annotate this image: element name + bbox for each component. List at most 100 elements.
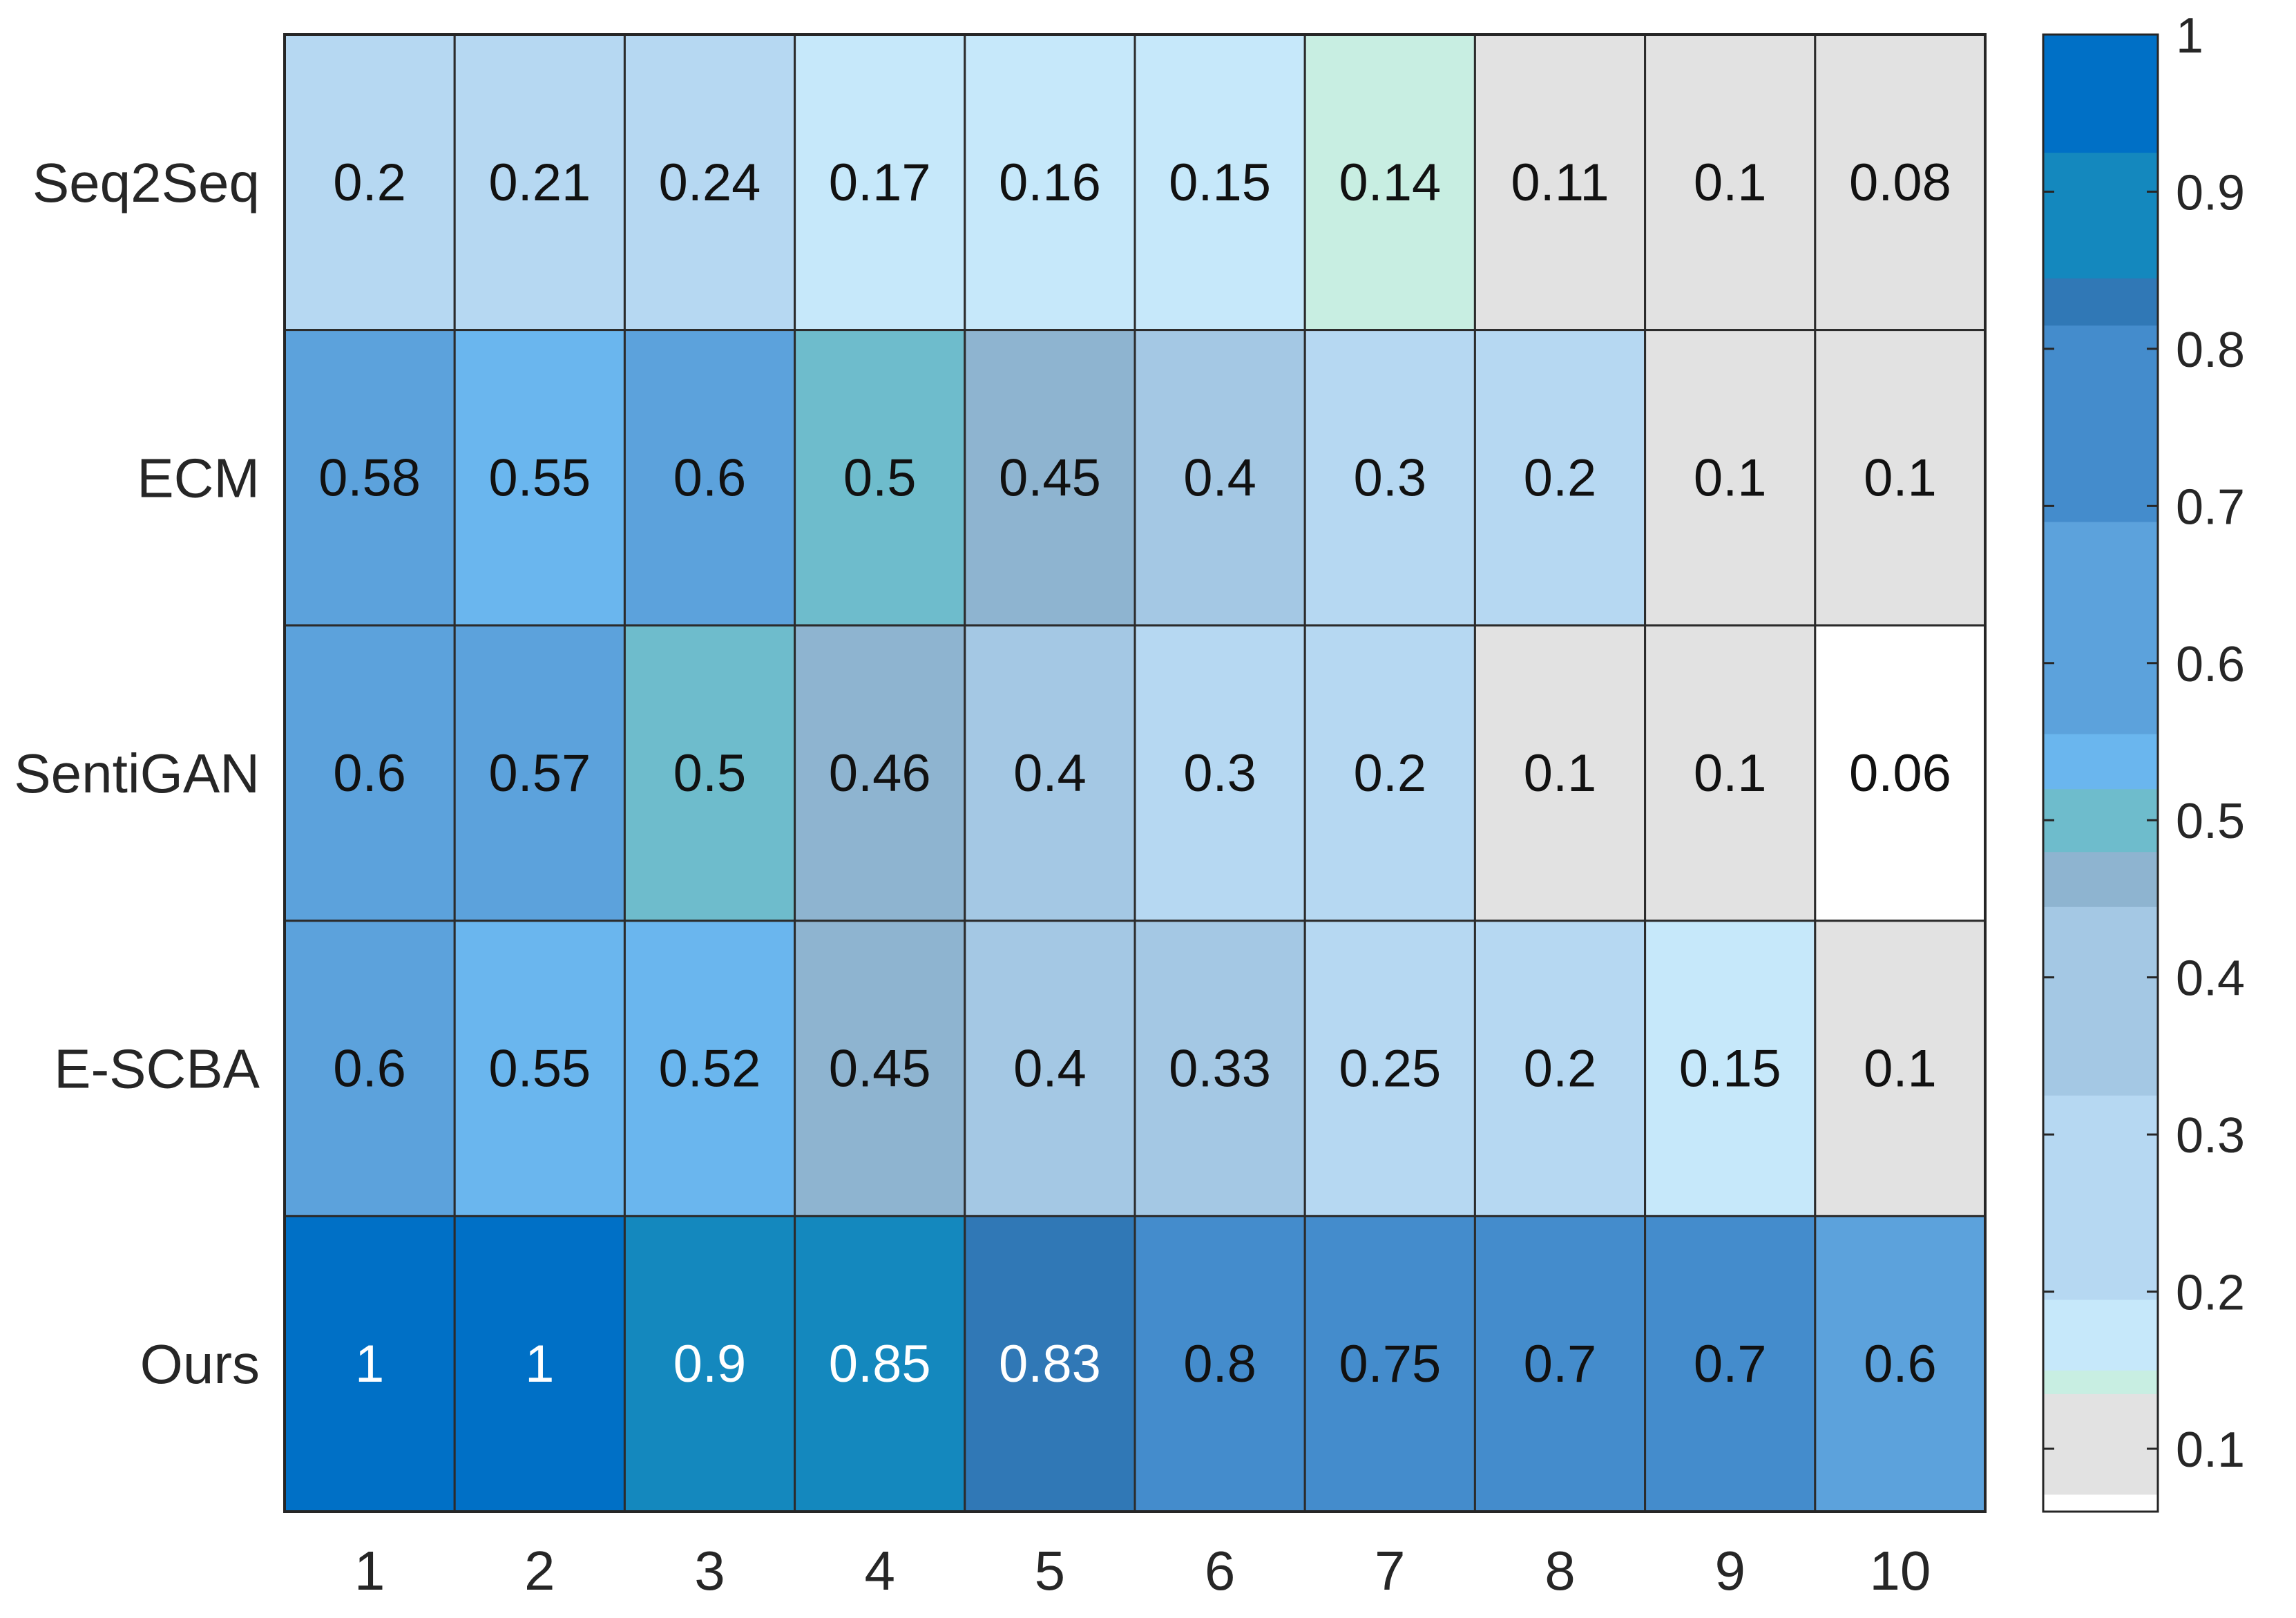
heatmap-cell bbox=[964, 624, 1136, 922]
colorbar-band bbox=[2043, 1494, 2158, 1512]
column-label: 4 bbox=[864, 1540, 895, 1601]
heatmap-cell bbox=[1133, 329, 1306, 627]
heatmap-cell-value: 0.15 bbox=[1169, 153, 1271, 212]
heatmap-cell-value: 0.5 bbox=[843, 448, 917, 507]
heatmap-cell-value: 0.45 bbox=[829, 1040, 931, 1098]
heatmap-cell bbox=[964, 920, 1136, 1217]
heatmap-cell bbox=[964, 329, 1136, 627]
heatmap-cell-value: 0.6 bbox=[333, 744, 406, 803]
row-label: SentiGAN bbox=[14, 743, 260, 804]
heatmap-cell-value: 0.4 bbox=[1183, 448, 1256, 507]
heatmap-cell bbox=[794, 33, 966, 332]
colorbar-tick-label: 0.7 bbox=[2176, 479, 2245, 535]
heatmap-cell-value: 0.6 bbox=[1864, 1335, 1937, 1393]
colorbar-tick-label: 0.9 bbox=[2176, 165, 2245, 220]
heatmap-cell-value: 0.83 bbox=[999, 1335, 1101, 1393]
colorbar-tick-label: 0.4 bbox=[2176, 951, 2245, 1007]
colorbar-band bbox=[2043, 788, 2158, 853]
heatmap-cell bbox=[1473, 1215, 1647, 1513]
heatmap-cell-value: 0.9 bbox=[673, 1335, 747, 1393]
heatmap-cell-value: 0.85 bbox=[829, 1335, 931, 1393]
colorbar-tick-label: 0.1 bbox=[2176, 1422, 2245, 1478]
plot-frame bbox=[283, 33, 1987, 1513]
colorbar-band bbox=[2043, 1299, 2158, 1371]
heatmap-cell bbox=[1473, 33, 1647, 332]
heatmap-cell-value: 0.2 bbox=[1524, 448, 1597, 507]
heatmap-cell bbox=[283, 920, 456, 1217]
heatmap-cell-value: 0.7 bbox=[1524, 1335, 1597, 1393]
heatmap-cell-labels: 0.2 0.21 0.24 0.17 0.16 0.15 0.14 0.11 0.1 0.080.… bbox=[318, 153, 1951, 1393]
heatmap-cell-value: 0.7 bbox=[1694, 1335, 1767, 1393]
column-label: 8 bbox=[1544, 1540, 1576, 1601]
colorbar-band bbox=[2043, 35, 2158, 153]
heatmap-cell-value: 0.06 bbox=[1849, 744, 1951, 803]
heatmap-cell bbox=[1473, 624, 1647, 922]
column-label: 1 bbox=[354, 1540, 385, 1601]
heatmap-cell-value: 0.2 bbox=[1353, 744, 1426, 803]
heatmap-cell-value: 0.16 bbox=[999, 153, 1101, 212]
heatmap-cell-value: 0.55 bbox=[488, 1040, 591, 1098]
heatmap-cell bbox=[1814, 33, 1987, 332]
heatmap-cell-value: 0.24 bbox=[659, 153, 761, 212]
column-label: 7 bbox=[1375, 1540, 1406, 1601]
colorbar-band bbox=[2043, 1095, 2158, 1300]
heatmap-cell bbox=[1814, 920, 1987, 1217]
colorbar-tick-label: 0.5 bbox=[2176, 794, 2245, 849]
heatmap-cell-value: 0.21 bbox=[488, 153, 591, 212]
heatmap-cell-value: 0.57 bbox=[488, 744, 591, 803]
heatmap-cell bbox=[1814, 329, 1987, 627]
heatmap-cell-value: 0.5 bbox=[673, 744, 747, 803]
column-label: 3 bbox=[694, 1540, 725, 1601]
heatmap-cell-value: 0.6 bbox=[673, 448, 747, 507]
colorbar-band bbox=[2043, 906, 2158, 1096]
colorbar-band bbox=[2043, 522, 2158, 734]
row-label: Ours bbox=[140, 1333, 260, 1395]
colorbar-band bbox=[2043, 734, 2158, 790]
heatmap-cell bbox=[623, 329, 796, 627]
heatmap-cell-value: 0.8 bbox=[1183, 1335, 1256, 1393]
heatmap-cell-value: 0.3 bbox=[1183, 744, 1256, 803]
heatmap-cell bbox=[453, 1215, 626, 1513]
heatmap-cell-value: 0.75 bbox=[1339, 1335, 1441, 1393]
row-label: ECM bbox=[137, 447, 260, 508]
heatmap-cell-value: 0.55 bbox=[488, 448, 591, 507]
heatmap-cell bbox=[1644, 1215, 1817, 1513]
heatmap-cell-value: 1 bbox=[355, 1335, 384, 1393]
row-label: Seq2Seq bbox=[32, 152, 260, 213]
heatmap-cell-value: 0.14 bbox=[1339, 153, 1441, 212]
heatmap-cell-value: 0.1 bbox=[1864, 1040, 1937, 1098]
heatmap-cell-value: 0.1 bbox=[1694, 744, 1767, 803]
heatmap-cell-value: 0.1 bbox=[1694, 448, 1767, 507]
heatmap-cell-value: 0.15 bbox=[1679, 1040, 1781, 1098]
colorbar-band bbox=[2043, 851, 2158, 907]
colorbar-ticks: 0.1 0.2 0.3 0.4 0.5 0.6 0.7 0.8 0.9 1 bbox=[2043, 8, 2245, 1478]
heatmap-cell bbox=[964, 33, 1136, 332]
heatmap-cell-value: 0.58 bbox=[318, 448, 421, 507]
heatmap-cell-value: 0.1 bbox=[1524, 744, 1597, 803]
colorbar-band bbox=[2043, 152, 2158, 279]
colorbar-tick-label: 0.8 bbox=[2176, 323, 2245, 378]
column-labels: 1 2 3 4 5 6 7 8 9 10 bbox=[354, 1540, 1931, 1601]
colorbar-band bbox=[2043, 1393, 2158, 1495]
colorbar bbox=[2042, 33, 2159, 1513]
heatmap-cell-value: 0.4 bbox=[1013, 1040, 1087, 1098]
heatmap-cell bbox=[964, 1215, 1136, 1513]
heatmap-cell bbox=[1644, 329, 1817, 627]
heatmap-cell bbox=[1133, 1215, 1306, 1513]
heatmap-cell bbox=[283, 624, 456, 922]
row-label: E-SCBA bbox=[54, 1038, 260, 1100]
heatmap-cell-value: 0.45 bbox=[999, 448, 1101, 507]
colorbar-tick-label: 0.2 bbox=[2176, 1266, 2245, 1321]
heatmap-cell bbox=[1303, 329, 1476, 627]
colorbar-band bbox=[2043, 278, 2158, 326]
heatmap-cell bbox=[1644, 624, 1817, 922]
column-label: 9 bbox=[1714, 1540, 1745, 1601]
heatmap-cell bbox=[1133, 33, 1306, 332]
heatmap-cell-value: 0.08 bbox=[1849, 153, 1951, 212]
heatmap-cell bbox=[1303, 1215, 1476, 1513]
heatmap-cell-value: 0.4 bbox=[1013, 744, 1087, 803]
colorbar-band bbox=[2043, 325, 2158, 522]
heatmap-cell bbox=[1473, 329, 1647, 627]
heatmap-cell bbox=[1303, 920, 1476, 1217]
